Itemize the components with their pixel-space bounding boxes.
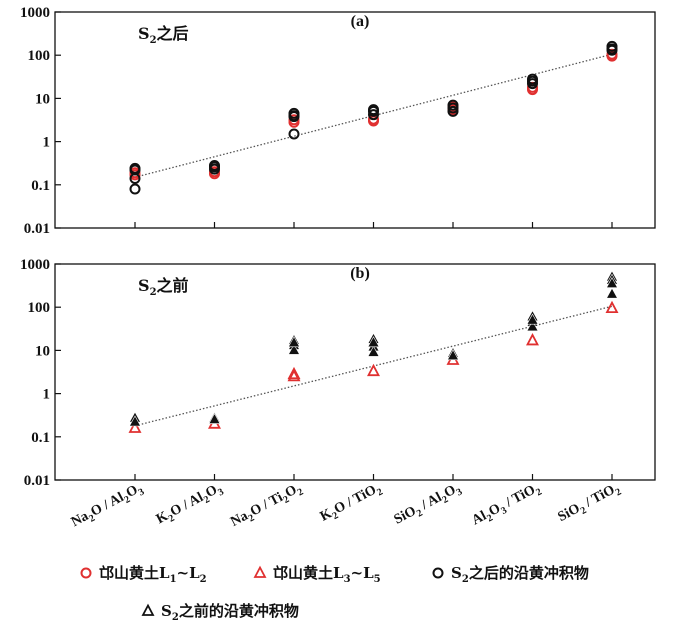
legend-marker — [141, 603, 155, 616]
x-category-label: K2O / TiO2 — [318, 480, 385, 527]
panel-b-point — [605, 287, 619, 299]
panel-b-ytick-label: 100 — [28, 300, 51, 316]
panel-b-point — [605, 300, 619, 314]
legend-marker — [253, 565, 267, 578]
x-category-label: Al2O3 / TiO2 — [470, 480, 544, 531]
x-category-label: SiO2 / Al2O3 — [392, 480, 465, 530]
panel-b-frame — [54, 263, 656, 481]
legend-label: 邙山黄土L3~L5 — [273, 564, 381, 585]
panel-b-point — [128, 415, 142, 427]
panel-b-point — [367, 336, 380, 348]
panel-a-ytick-label: 0.01 — [24, 221, 50, 237]
panel-b-ytick-label: 10 — [35, 343, 50, 359]
panel-b-point — [526, 320, 539, 332]
panel-a-ytick-label: 1 — [43, 135, 51, 151]
x-category-label: Na2O / Al2O3 — [69, 480, 146, 533]
panel-a-ytick-label: 0.1 — [31, 178, 50, 194]
panel-b-point — [208, 412, 221, 424]
panel-a-point — [129, 183, 141, 195]
panel-a-point — [288, 110, 300, 122]
legend-label: S2之前的沿黄冲积物 — [161, 602, 299, 623]
panel-a-point — [209, 159, 220, 171]
panel-b-point — [446, 349, 460, 361]
panel-a-point — [288, 128, 300, 140]
panel-b-point — [287, 343, 301, 355]
panel-a-point — [129, 169, 141, 181]
panel-a-ytick-label: 100 — [28, 48, 51, 64]
panel-b-point — [526, 333, 539, 346]
panel-b-ytick-label: 1000 — [20, 257, 50, 273]
panel-a-point — [447, 102, 459, 114]
panel-b-point — [367, 345, 380, 357]
panel-b-note: S2之前 — [138, 276, 189, 298]
panel-a-point — [368, 109, 379, 121]
legend-marker — [432, 567, 444, 579]
panel-a-ytick-label: 10 — [35, 91, 50, 107]
legend-marker — [80, 567, 92, 579]
legend-label: S2之后的沿黄冲积物 — [451, 564, 589, 585]
x-category-label: Na2O / Ti2O2 — [228, 480, 305, 532]
panel-b-point — [367, 363, 380, 377]
panel-b-ytick-label: 0.01 — [24, 473, 50, 489]
panel-b-point — [526, 313, 539, 325]
panel-b-point — [287, 366, 301, 380]
panel-a-point — [527, 78, 538, 90]
panel-a-point — [606, 44, 618, 56]
panel-a-point — [129, 172, 141, 184]
panel-a-point — [129, 162, 141, 174]
panel-a-title: (a) — [351, 13, 370, 30]
panel-a-note: S2之后 — [138, 24, 189, 46]
x-category-label: SiO2 / TiO2 — [556, 480, 624, 527]
x-category-label: K2O / Al2O3 — [154, 480, 226, 530]
panel-b-point — [287, 368, 301, 382]
panel-b-title: (b) — [350, 265, 370, 282]
panel-b-ytick-label: 0.1 — [31, 430, 50, 446]
panel-a-point — [209, 163, 220, 175]
panel-b-point — [287, 336, 301, 348]
panel-a-point — [368, 104, 379, 116]
panel-a-point — [447, 105, 459, 117]
panel-b-ytick-label: 1 — [43, 387, 51, 403]
panel-a-frame — [54, 11, 656, 229]
panel-b-point — [128, 420, 142, 433]
legend-label: 邙山黄土L1~L2 — [99, 564, 207, 585]
panel-a-ytick-label: 1000 — [20, 5, 50, 21]
